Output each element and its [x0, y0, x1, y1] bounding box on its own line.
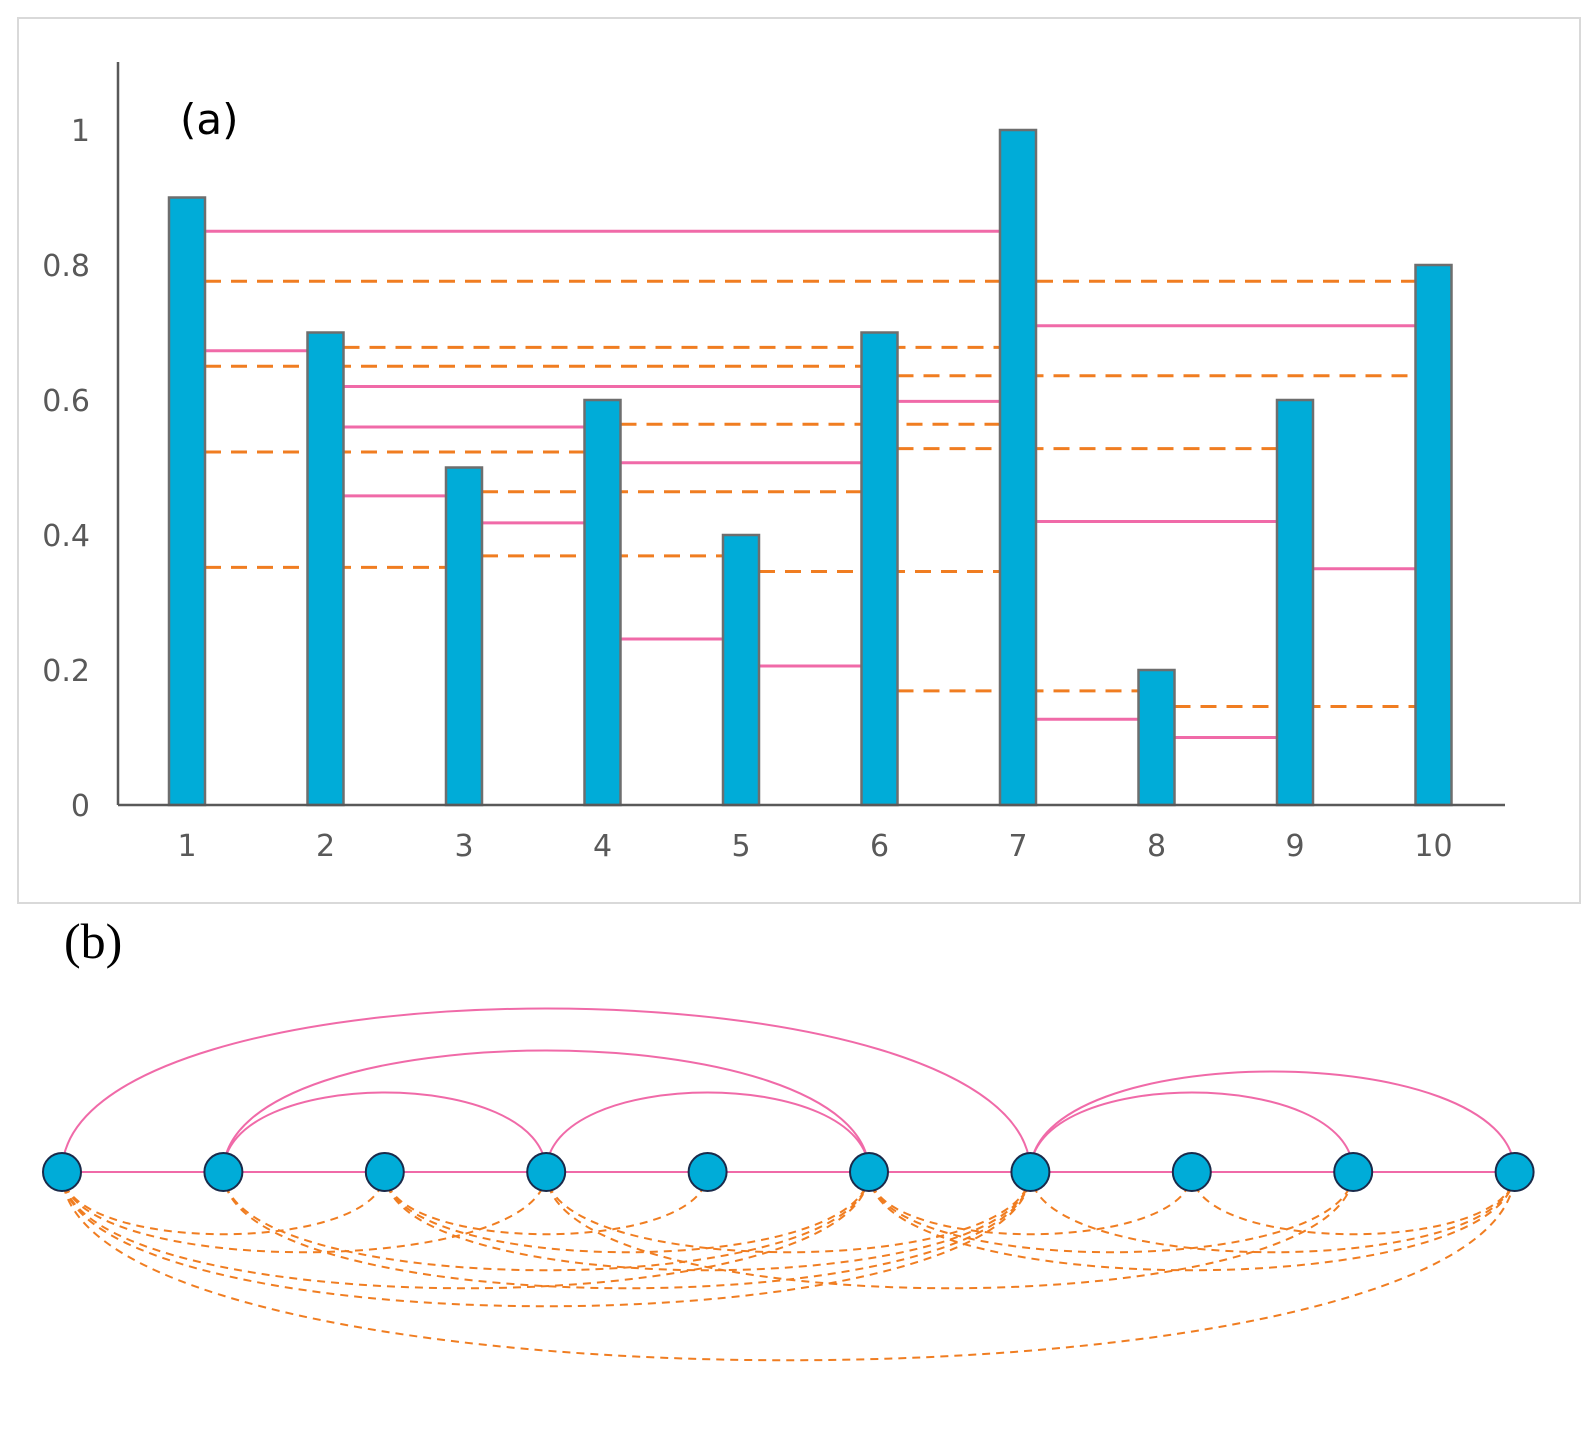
y-tick-labels: 0 0.2 0.4 0.6 0.8 1: [42, 114, 90, 824]
dashed-edge-6-10: [868, 1171, 1516, 1272]
solid-edge-4-6: [545, 1091, 870, 1173]
y-tick-label: 0.4: [42, 519, 90, 554]
y-tick-label: 0.6: [42, 384, 90, 419]
dashed-edge-4-7: [545, 1171, 1032, 1254]
dashed-edge-7-10: [1029, 1171, 1516, 1254]
x-tick-label: 9: [1285, 829, 1304, 864]
dashed-edge-1-4: [61, 1171, 548, 1254]
dashed-edge-2-7: [222, 1171, 1032, 1290]
solid-edge-1-7: [61, 1007, 1032, 1173]
chart-links: [205, 229, 1416, 739]
y-tick-label: 0.2: [42, 654, 90, 689]
x-tick-label: 10: [1414, 829, 1452, 864]
visibility-graph: [42, 1007, 1535, 1362]
dashed-edge-1-3: [61, 1171, 386, 1236]
graph-nodes: [42, 1152, 1535, 1192]
bar-6: [860, 331, 899, 807]
node-7: [1010, 1152, 1051, 1192]
x-tick-label: 4: [593, 829, 612, 864]
node-10: [1494, 1152, 1535, 1192]
x-tick-label: 3: [454, 829, 473, 864]
bar-8: [1137, 668, 1176, 807]
x-tick-label: 7: [1008, 829, 1027, 864]
y-tick-label: 0: [71, 789, 90, 824]
x-tick-label: 2: [316, 829, 335, 864]
bar-10: [1414, 263, 1453, 807]
bar-chart: 0 0.2 0.4 0.6 0.8 1 1 2 3 4 5 6 7 8 9 10: [42, 62, 1505, 864]
y-tick-label: 0.8: [42, 249, 90, 284]
bar-9: [1275, 398, 1315, 807]
dashed-edges: [61, 1171, 1516, 1362]
y-tick-label: 1: [71, 114, 90, 149]
bar-5: [721, 533, 761, 807]
solid-edges: [61, 1007, 1516, 1173]
node-3: [364, 1152, 405, 1192]
x-tick-label: 8: [1147, 829, 1166, 864]
node-2: [203, 1152, 244, 1192]
node-1: [42, 1152, 82, 1192]
panel-a-label: (a): [180, 95, 239, 144]
solid-edge-7-10: [1029, 1070, 1516, 1173]
x-tick-label: 1: [177, 829, 196, 864]
node-5: [687, 1152, 728, 1192]
dashed-edge-6-8: [868, 1171, 1193, 1236]
bar-7: [998, 128, 1038, 807]
dashed-edge-3-5: [383, 1171, 709, 1236]
x-tick-label: 5: [731, 829, 750, 864]
panel-b-label: (b): [64, 913, 122, 969]
dashed-edge-1-6: [61, 1171, 870, 1290]
solid-edge-2-6: [222, 1049, 870, 1173]
bar-3: [444, 466, 484, 807]
chart-bars: [167, 128, 1453, 807]
dashed-edge-3-6: [383, 1171, 870, 1254]
dashed-edge-3-7: [383, 1171, 1032, 1272]
panel-a-frame: [17, 17, 1581, 904]
bar-4: [583, 398, 622, 807]
solid-edge-2-4: [222, 1091, 548, 1173]
bar-1: [167, 196, 207, 807]
node-8: [1171, 1152, 1212, 1192]
dashed-edge-8-10: [1190, 1171, 1516, 1236]
bar-2: [306, 331, 345, 807]
dashed-edge-2-6: [222, 1171, 870, 1272]
x-tick-label: 6: [870, 829, 889, 864]
x-tick-labels: 1 2 3 4 5 6 7 8 9 10: [177, 829, 1452, 864]
node-6: [849, 1152, 889, 1192]
node-4: [526, 1152, 567, 1192]
solid-edge-7-9: [1029, 1091, 1355, 1173]
dashed-edge-4-9: [545, 1171, 1355, 1290]
chart-axes: [116, 62, 1505, 807]
dashed-edge-6-9: [868, 1171, 1355, 1254]
node-9: [1333, 1152, 1374, 1192]
dashed-edge-1-10: [61, 1171, 1516, 1362]
